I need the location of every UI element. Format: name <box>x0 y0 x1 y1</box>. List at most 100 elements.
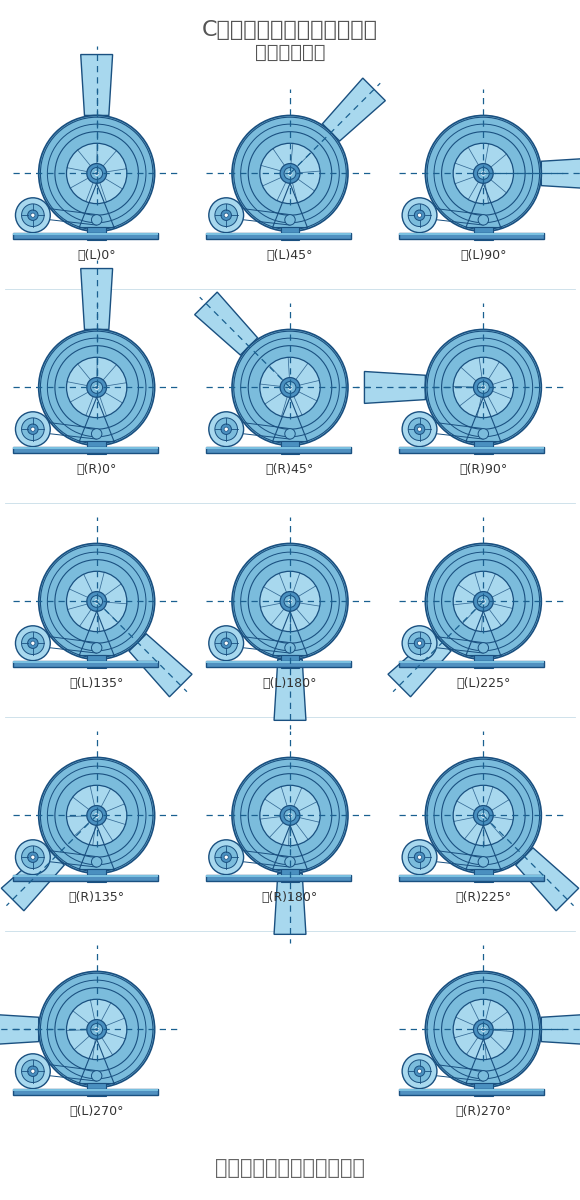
Circle shape <box>481 385 485 390</box>
Circle shape <box>221 424 231 434</box>
Circle shape <box>39 544 155 660</box>
Bar <box>13 448 158 452</box>
Circle shape <box>21 1060 44 1082</box>
Circle shape <box>477 595 490 607</box>
Circle shape <box>453 785 513 846</box>
Circle shape <box>28 852 38 863</box>
Circle shape <box>418 214 422 217</box>
Circle shape <box>21 632 44 654</box>
Bar <box>474 442 492 454</box>
Text: 右(R)225°: 右(R)225° <box>455 892 512 905</box>
Circle shape <box>92 428 102 439</box>
Circle shape <box>418 641 422 646</box>
Circle shape <box>402 1054 437 1088</box>
Bar <box>474 227 492 240</box>
Polygon shape <box>81 269 113 330</box>
Circle shape <box>402 626 437 660</box>
Circle shape <box>473 378 493 397</box>
Circle shape <box>209 840 244 875</box>
Circle shape <box>90 382 103 394</box>
Circle shape <box>477 1024 490 1036</box>
Circle shape <box>215 632 238 654</box>
Circle shape <box>288 385 292 390</box>
Bar <box>399 233 544 239</box>
Circle shape <box>481 1027 485 1032</box>
Bar <box>13 875 158 881</box>
Bar <box>281 655 299 668</box>
Circle shape <box>28 638 38 648</box>
Circle shape <box>477 168 490 179</box>
Circle shape <box>209 626 244 660</box>
Circle shape <box>425 544 541 660</box>
Bar <box>88 1084 106 1096</box>
Circle shape <box>478 857 488 868</box>
Bar <box>13 448 158 449</box>
Circle shape <box>215 846 238 869</box>
Circle shape <box>232 757 348 874</box>
Circle shape <box>477 810 490 821</box>
Bar <box>399 875 544 877</box>
Circle shape <box>414 638 425 648</box>
Bar <box>88 655 106 668</box>
Circle shape <box>21 846 44 869</box>
Bar <box>206 448 351 449</box>
Circle shape <box>280 592 300 611</box>
Circle shape <box>90 595 103 607</box>
Circle shape <box>425 972 541 1087</box>
Circle shape <box>477 382 490 394</box>
Circle shape <box>425 757 541 874</box>
Bar <box>281 442 299 454</box>
Bar <box>88 442 106 454</box>
Circle shape <box>408 204 431 227</box>
Circle shape <box>95 172 99 175</box>
Text: 右(R)180°: 右(R)180° <box>262 892 318 905</box>
Text: 左(L)0°: 左(L)0° <box>77 250 116 263</box>
Circle shape <box>284 595 296 607</box>
Circle shape <box>288 600 292 604</box>
Text: 右(R)90°: 右(R)90° <box>459 463 508 476</box>
Circle shape <box>280 163 300 184</box>
Circle shape <box>215 418 238 440</box>
Circle shape <box>92 643 102 653</box>
Circle shape <box>418 427 422 431</box>
Circle shape <box>408 632 431 654</box>
Circle shape <box>87 1020 107 1039</box>
Circle shape <box>285 215 295 226</box>
Circle shape <box>95 385 99 390</box>
Circle shape <box>478 1070 488 1081</box>
Bar <box>474 655 492 668</box>
Bar <box>13 233 158 239</box>
Text: C式离心通风机出口角度图示: C式离心通风机出口角度图示 <box>202 20 378 40</box>
Circle shape <box>224 427 229 431</box>
Circle shape <box>402 198 437 233</box>
Circle shape <box>478 428 488 439</box>
Bar <box>88 227 106 240</box>
Polygon shape <box>0 1014 39 1045</box>
Circle shape <box>31 1069 35 1073</box>
Text: 左(L)90°: 左(L)90° <box>460 250 506 263</box>
Polygon shape <box>516 848 579 911</box>
Circle shape <box>260 785 320 846</box>
Bar <box>206 875 351 877</box>
Circle shape <box>67 785 127 846</box>
Circle shape <box>16 198 50 233</box>
Polygon shape <box>541 1014 580 1045</box>
Text: 右(R)135°: 右(R)135° <box>68 892 125 905</box>
Circle shape <box>284 168 296 179</box>
Bar <box>206 661 351 662</box>
Circle shape <box>31 427 35 431</box>
Circle shape <box>425 330 541 445</box>
Circle shape <box>31 214 35 217</box>
Circle shape <box>215 204 238 227</box>
Circle shape <box>31 641 35 646</box>
Circle shape <box>92 857 102 868</box>
Circle shape <box>224 214 229 217</box>
Circle shape <box>87 378 107 397</box>
Polygon shape <box>322 78 385 142</box>
Circle shape <box>481 600 485 604</box>
Circle shape <box>16 840 50 875</box>
Circle shape <box>39 330 155 445</box>
Circle shape <box>95 600 99 604</box>
Circle shape <box>285 857 295 868</box>
Circle shape <box>473 1020 493 1039</box>
